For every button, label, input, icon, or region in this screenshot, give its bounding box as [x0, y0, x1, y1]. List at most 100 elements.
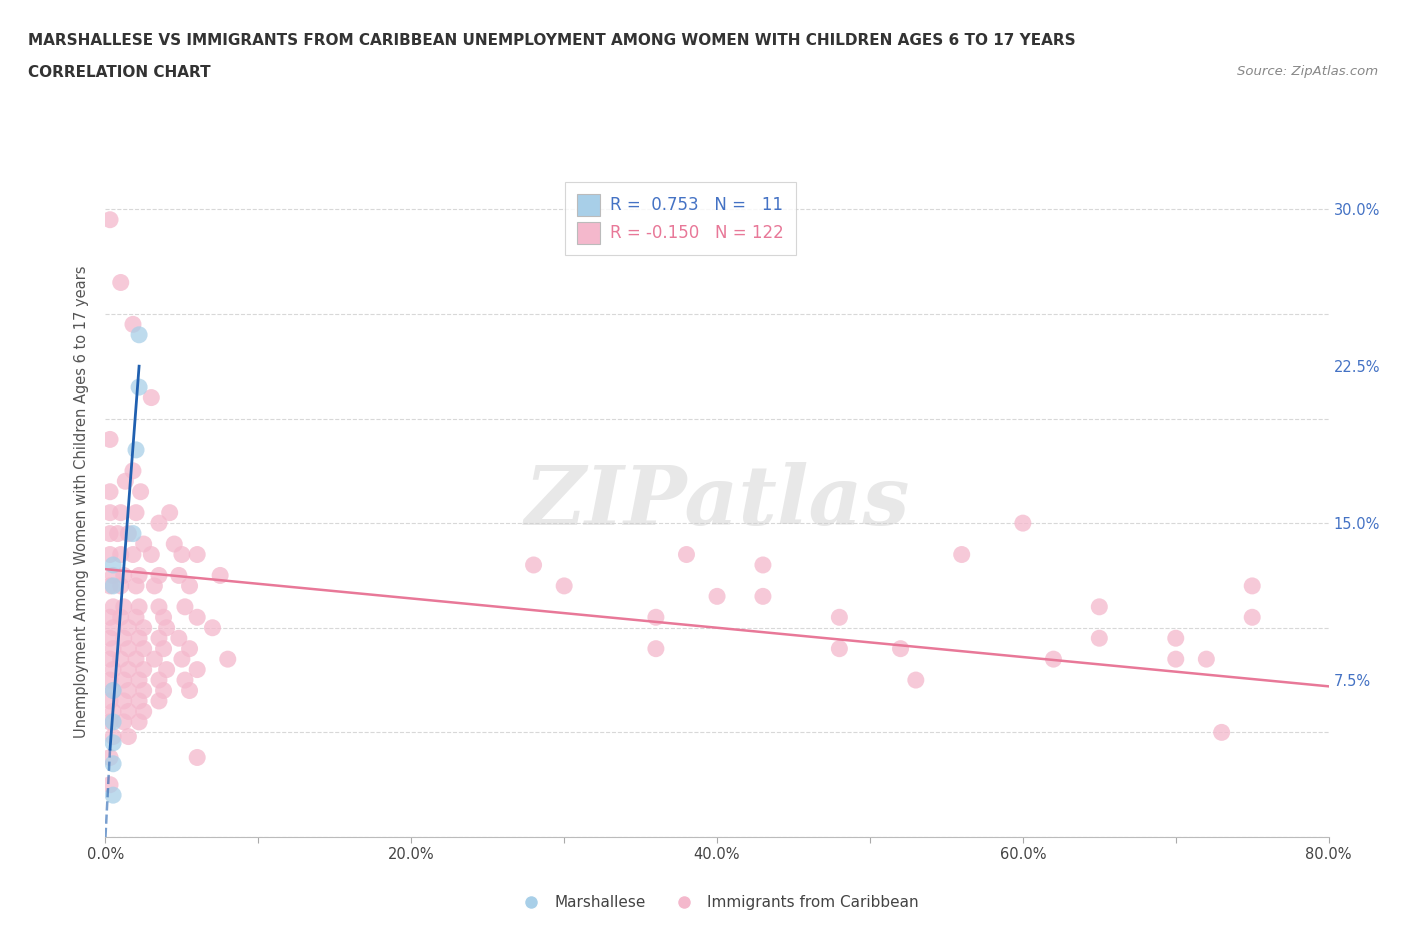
Point: [889, 642, 911, 657]
Point: [122, 317, 145, 332]
Point: [148, 672, 170, 687]
Point: [125, 505, 148, 520]
Point: [167, 631, 190, 645]
Point: [101, 620, 124, 635]
Point: [128, 379, 150, 394]
Point: [143, 652, 166, 667]
Point: [1088, 631, 1111, 645]
Point: [98, 578, 121, 593]
Point: [553, 578, 575, 593]
Point: [201, 620, 224, 635]
Point: [101, 662, 124, 677]
Point: [174, 672, 197, 687]
Point: [128, 600, 150, 615]
Point: [98, 631, 121, 645]
Point: [110, 275, 132, 290]
Point: [828, 642, 851, 657]
Point: [128, 694, 150, 709]
Point: [122, 526, 145, 541]
Point: [112, 600, 135, 615]
Point: [159, 505, 181, 520]
Point: [186, 750, 208, 764]
Text: Source: ZipAtlas.com: Source: ZipAtlas.com: [1237, 65, 1378, 78]
Point: [112, 714, 135, 729]
Point: [101, 683, 124, 698]
Point: [98, 432, 121, 447]
Point: [1211, 725, 1233, 740]
Point: [174, 600, 197, 615]
Point: [152, 683, 174, 698]
Point: [1011, 516, 1033, 531]
Point: [1241, 610, 1264, 625]
Point: [117, 683, 139, 698]
Point: [110, 578, 132, 593]
Point: [132, 704, 155, 719]
Point: [217, 652, 239, 667]
Point: [117, 642, 139, 657]
Point: [523, 558, 546, 573]
Point: [128, 327, 150, 342]
Point: [98, 212, 121, 227]
Point: [98, 652, 121, 667]
Point: [122, 463, 145, 478]
Point: [179, 578, 201, 593]
Point: [179, 642, 201, 657]
Point: [155, 662, 177, 677]
Point: [128, 631, 150, 645]
Point: [167, 568, 190, 583]
Point: [132, 642, 155, 657]
Point: [143, 578, 166, 593]
Point: [125, 652, 148, 667]
Point: [98, 714, 121, 729]
Point: [125, 578, 148, 593]
Point: [186, 662, 208, 677]
Point: [128, 672, 150, 687]
Point: [101, 704, 124, 719]
Point: [950, 547, 973, 562]
Point: [828, 610, 851, 625]
Text: ZIPatlas: ZIPatlas: [524, 462, 910, 542]
Point: [1042, 652, 1064, 667]
Point: [112, 672, 135, 687]
Point: [141, 391, 163, 405]
Point: [98, 694, 121, 709]
Point: [163, 537, 186, 551]
Legend: Marshallese, Immigrants from Caribbean: Marshallese, Immigrants from Caribbean: [510, 889, 924, 916]
Text: MARSHALLESE VS IMMIGRANTS FROM CARIBBEAN UNEMPLOYMENT AMONG WOMEN WITH CHILDREN : MARSHALLESE VS IMMIGRANTS FROM CARIBBEAN…: [28, 33, 1076, 47]
Point: [148, 600, 170, 615]
Point: [1164, 631, 1187, 645]
Point: [117, 526, 139, 541]
Point: [148, 631, 170, 645]
Point: [752, 558, 775, 573]
Point: [101, 600, 124, 615]
Point: [132, 537, 155, 551]
Point: [148, 568, 170, 583]
Point: [179, 683, 201, 698]
Point: [107, 526, 129, 541]
Point: [101, 788, 124, 803]
Point: [110, 547, 132, 562]
Point: [117, 729, 139, 744]
Point: [101, 578, 124, 593]
Point: [141, 547, 163, 562]
Point: [186, 610, 208, 625]
Point: [644, 610, 666, 625]
Point: [128, 714, 150, 729]
Point: [98, 672, 121, 687]
Point: [117, 704, 139, 719]
Point: [132, 620, 155, 635]
Point: [186, 547, 208, 562]
Point: [132, 662, 155, 677]
Point: [125, 443, 148, 458]
Point: [101, 714, 124, 729]
Point: [152, 642, 174, 657]
Point: [98, 547, 121, 562]
Point: [112, 694, 135, 709]
Point: [112, 568, 135, 583]
Point: [101, 756, 124, 771]
Point: [1241, 578, 1264, 593]
Point: [101, 642, 124, 657]
Point: [98, 777, 121, 792]
Point: [148, 516, 170, 531]
Point: [117, 662, 139, 677]
